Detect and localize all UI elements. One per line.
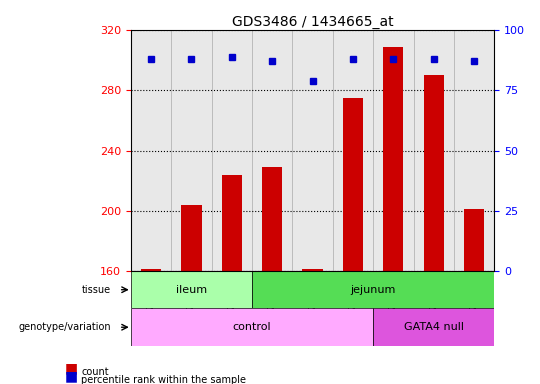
FancyBboxPatch shape xyxy=(131,308,373,346)
Text: ileum: ileum xyxy=(176,285,207,295)
Bar xyxy=(262,167,282,271)
Text: ■: ■ xyxy=(65,369,78,383)
Text: genotype/variation: genotype/variation xyxy=(18,322,111,332)
Text: jejunum: jejunum xyxy=(350,285,396,295)
FancyBboxPatch shape xyxy=(131,271,252,308)
Bar xyxy=(302,270,323,271)
Text: percentile rank within the sample: percentile rank within the sample xyxy=(81,375,246,384)
Bar xyxy=(464,209,484,271)
Text: control: control xyxy=(233,322,271,332)
Bar xyxy=(383,46,403,271)
Bar xyxy=(343,98,363,271)
Bar xyxy=(222,175,242,271)
Bar xyxy=(141,270,161,271)
FancyBboxPatch shape xyxy=(373,308,494,346)
Bar xyxy=(423,75,444,271)
Text: ■: ■ xyxy=(65,361,78,376)
FancyBboxPatch shape xyxy=(252,271,494,308)
Title: GDS3486 / 1434665_at: GDS3486 / 1434665_at xyxy=(232,15,393,29)
Text: count: count xyxy=(81,367,109,377)
Text: GATA4 null: GATA4 null xyxy=(404,322,464,332)
Bar xyxy=(181,205,201,271)
Text: tissue: tissue xyxy=(82,285,111,295)
